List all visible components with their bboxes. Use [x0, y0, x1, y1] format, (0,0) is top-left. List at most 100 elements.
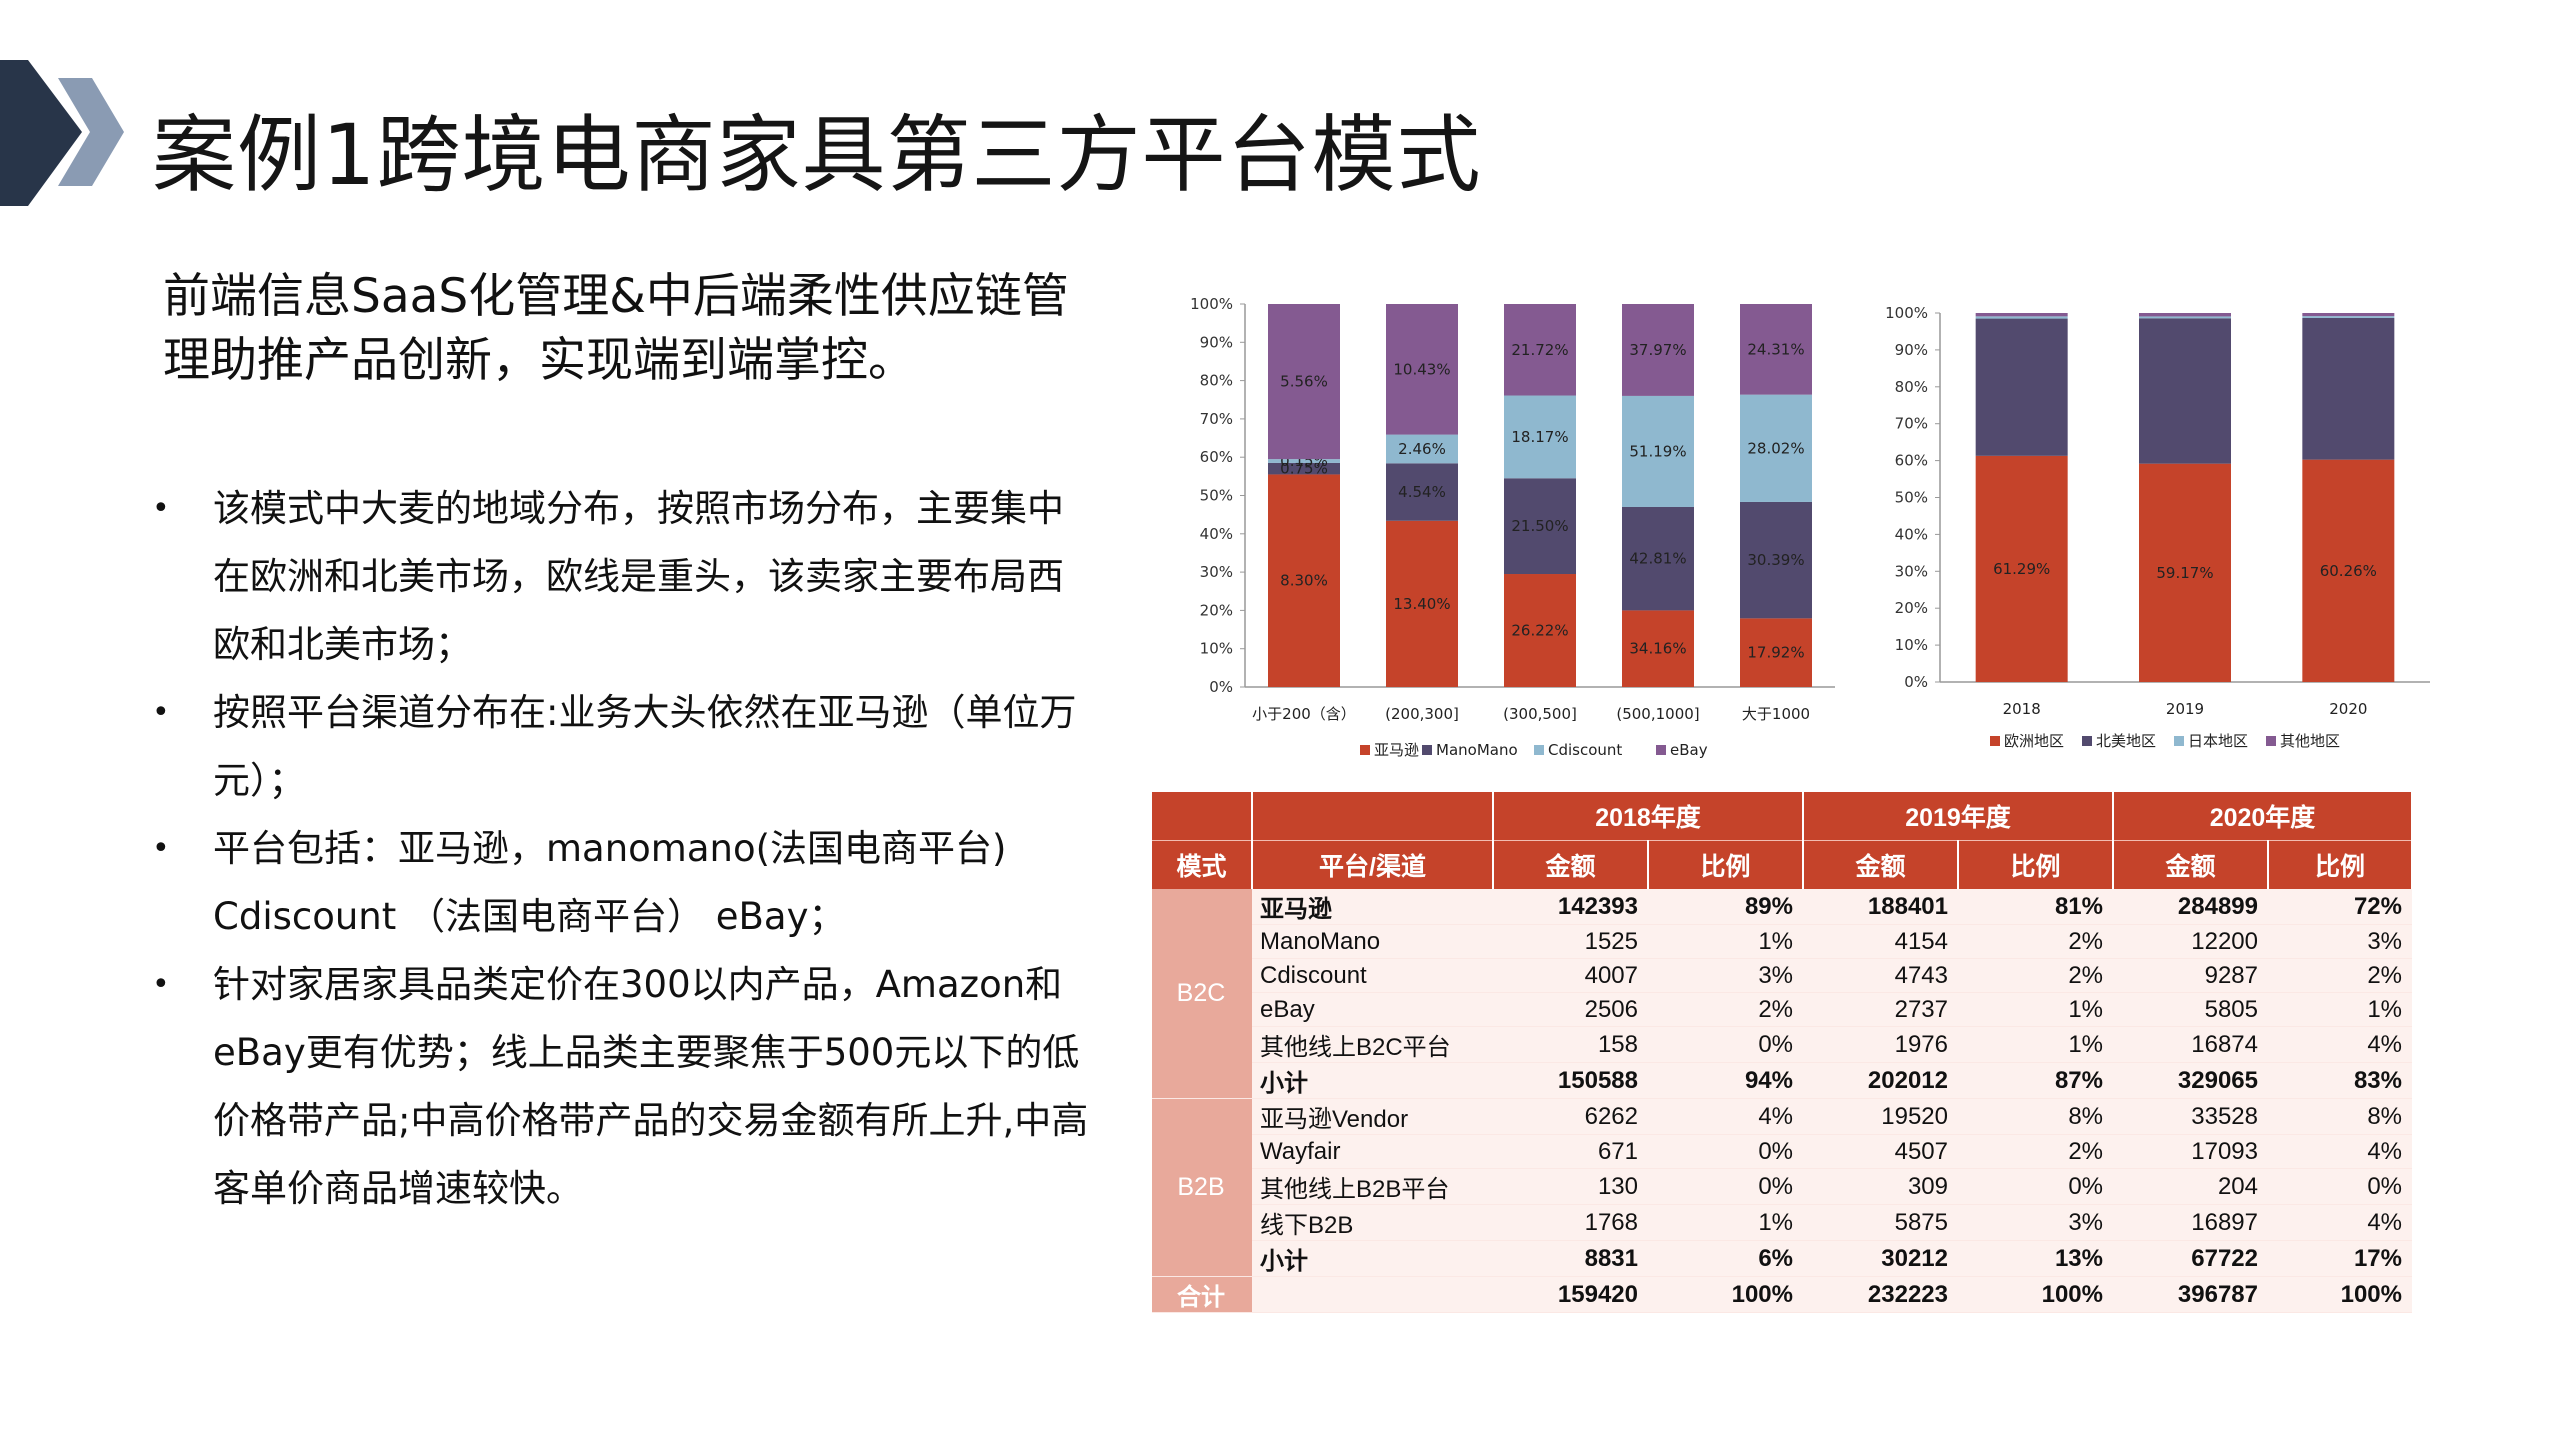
bar-segment: [2302, 313, 2395, 317]
col-mode-header: 模式: [1152, 840, 1253, 889]
data-label: 42.81%: [1629, 550, 1686, 568]
category-label: 2020: [2329, 700, 2367, 718]
data-label: 61.29%: [1993, 560, 2050, 578]
bar-segment: [1622, 610, 1694, 687]
bar-segment: [1504, 304, 1576, 396]
value-cell: 130: [1493, 1168, 1648, 1205]
channel-cell: 亚马逊Vendor: [1252, 1098, 1493, 1135]
y-tick-label: 40%: [1895, 525, 1928, 543]
value-cell: 2%: [1648, 992, 1803, 1027]
data-label: 21.72%: [1511, 341, 1568, 359]
bar-segment: [1740, 304, 1812, 395]
value-cell: 13%: [1958, 1240, 2113, 1277]
value-cell: 87%: [1958, 1062, 2113, 1099]
table-row: Cdiscount 4007 3% 4743 2% 9287 2%: [1152, 958, 2412, 993]
bullet-item: • 该模式中大麦的地域分布，按照市场分布，主要集中在欧洲和北美市场，欧线是重头，该…: [152, 487, 1064, 666]
value-cell: 1976: [1803, 1026, 1958, 1063]
legend-label: 其他地区: [2280, 732, 2340, 750]
subtitle: 前端信息SaaS化管理&中后端柔性供应链管理助推产品创新，实现端到端掌控。: [163, 269, 1069, 388]
col-ratio-header: 比例: [1648, 840, 1804, 889]
data-label: 60.26%: [2320, 562, 2377, 580]
value-cell: 150588: [1493, 1062, 1648, 1099]
value-cell: 4507: [1803, 1134, 1958, 1169]
bar-segment: [1975, 316, 2068, 319]
value-cell: 204: [2113, 1168, 2268, 1205]
bar-segment: [1622, 506, 1694, 611]
value-cell: 0%: [1958, 1168, 2113, 1205]
category-label: (300,500]: [1503, 705, 1577, 723]
y-tick-label: 60%: [1200, 448, 1233, 466]
value-cell: 5875: [1803, 1204, 1958, 1241]
value-cell: 8%: [1958, 1098, 2113, 1135]
value-cell: 202012: [1803, 1062, 1958, 1099]
value-cell: 1%: [1958, 1026, 2113, 1063]
value-cell: 1525: [1493, 924, 1648, 959]
category-label: (200,300]: [1385, 705, 1459, 723]
value-cell: 284899: [2113, 889, 2268, 925]
value-cell: 188401: [1803, 889, 1958, 925]
value-cell: 17%: [2268, 1240, 2412, 1277]
channel-cell: Wayfair: [1252, 1134, 1493, 1169]
bullet-item: • 针对家居家具品类定价在300以内产品，Amazon和eBay更有优势；线上品类…: [152, 963, 1089, 1210]
value-cell: 2%: [1958, 924, 2113, 959]
bar-segment: [2139, 316, 2231, 319]
value-cell: 1%: [1648, 1204, 1803, 1241]
value-cell: 0%: [1648, 1134, 1803, 1169]
value-cell: 5805: [2113, 992, 2268, 1027]
total-value-cell: 159420: [1493, 1276, 1648, 1313]
value-cell: 1%: [1958, 992, 2113, 1027]
y-tick-label: 10%: [1200, 640, 1233, 658]
legend-swatch: [2082, 736, 2092, 746]
header-blank: [1252, 792, 1494, 841]
bar-segment: [2139, 318, 2231, 464]
legend-swatch: [1422, 745, 1432, 755]
y-tick-label: 100%: [1190, 295, 1233, 313]
bar-segment: [1740, 618, 1812, 687]
y-tick-label: 60%: [1895, 452, 1928, 470]
data-label: 0.75%: [1280, 460, 1328, 478]
title-chevron-decoration: [0, 60, 124, 206]
bar-segment: [1386, 520, 1458, 687]
region-chart: 0% 10% 20% 30% 40% 50% 60% 70% 80% 90% 100% 61.29% 2…: [1870, 290, 2440, 774]
y-tick-label: 50%: [1200, 487, 1233, 505]
channel-cell: 小计: [1252, 1240, 1493, 1277]
y-tick-label: 100%: [1885, 304, 1928, 322]
bar-segment: [1268, 462, 1340, 475]
data-label: 30.39%: [1747, 551, 1804, 569]
legend-swatch: [2266, 736, 2276, 746]
value-cell: 72%: [2268, 889, 2412, 925]
value-cell: 4%: [1648, 1098, 1803, 1135]
value-cell: 671: [1493, 1134, 1648, 1169]
bar-segment: [1504, 574, 1576, 687]
legend-label: 日本地区: [2188, 732, 2248, 750]
value-cell: 9287: [2113, 958, 2268, 993]
data-label: 51.19%: [1629, 442, 1686, 460]
y-tick-label: 0%: [1209, 678, 1233, 696]
sales-table: 2018年度 2019年度 2020年度 模式 平台/渠道 金额 比例 金额 比…: [1152, 792, 2413, 1313]
category-label: 大于1000: [1742, 705, 1810, 723]
category-label: 小于200（含）: [1252, 705, 1356, 723]
legend-swatch: [1656, 745, 1666, 755]
col-amount-header: 金额: [2113, 840, 2269, 889]
data-label: 8.30%: [1280, 572, 1328, 590]
legend-swatch: [1990, 736, 2000, 746]
data-label: 26.22%: [1511, 622, 1568, 640]
channel-cell: 小计: [1252, 1062, 1493, 1099]
value-cell: 6262: [1493, 1098, 1648, 1135]
mode-cell: B2C: [1152, 889, 1252, 1099]
sales-table-body: B2C 亚马逊 142393 89% 188401 81% 284899 72% ManoMan…: [1152, 889, 2412, 1313]
value-cell: 0%: [1648, 1026, 1803, 1063]
year-header: 2019年度: [1803, 792, 2114, 841]
bar-segment: [2302, 459, 2395, 682]
bar-segment: [1975, 318, 2068, 456]
bar-segment: [1504, 395, 1576, 479]
y-tick-label: 90%: [1200, 333, 1233, 351]
y-tick-label: 20%: [1895, 599, 1928, 617]
bar-segment: [1622, 395, 1694, 507]
data-label: 10.43%: [1393, 360, 1450, 378]
value-cell: 4154: [1803, 924, 1958, 959]
legend-label: ManoMano: [1436, 741, 1518, 759]
legend-label: 北美地区: [2096, 732, 2156, 750]
bullet-item: • 按照平台渠道分布在:业务大头依然在亚马逊（单位万元）；: [152, 691, 1077, 802]
y-tick-label: 40%: [1200, 525, 1233, 543]
